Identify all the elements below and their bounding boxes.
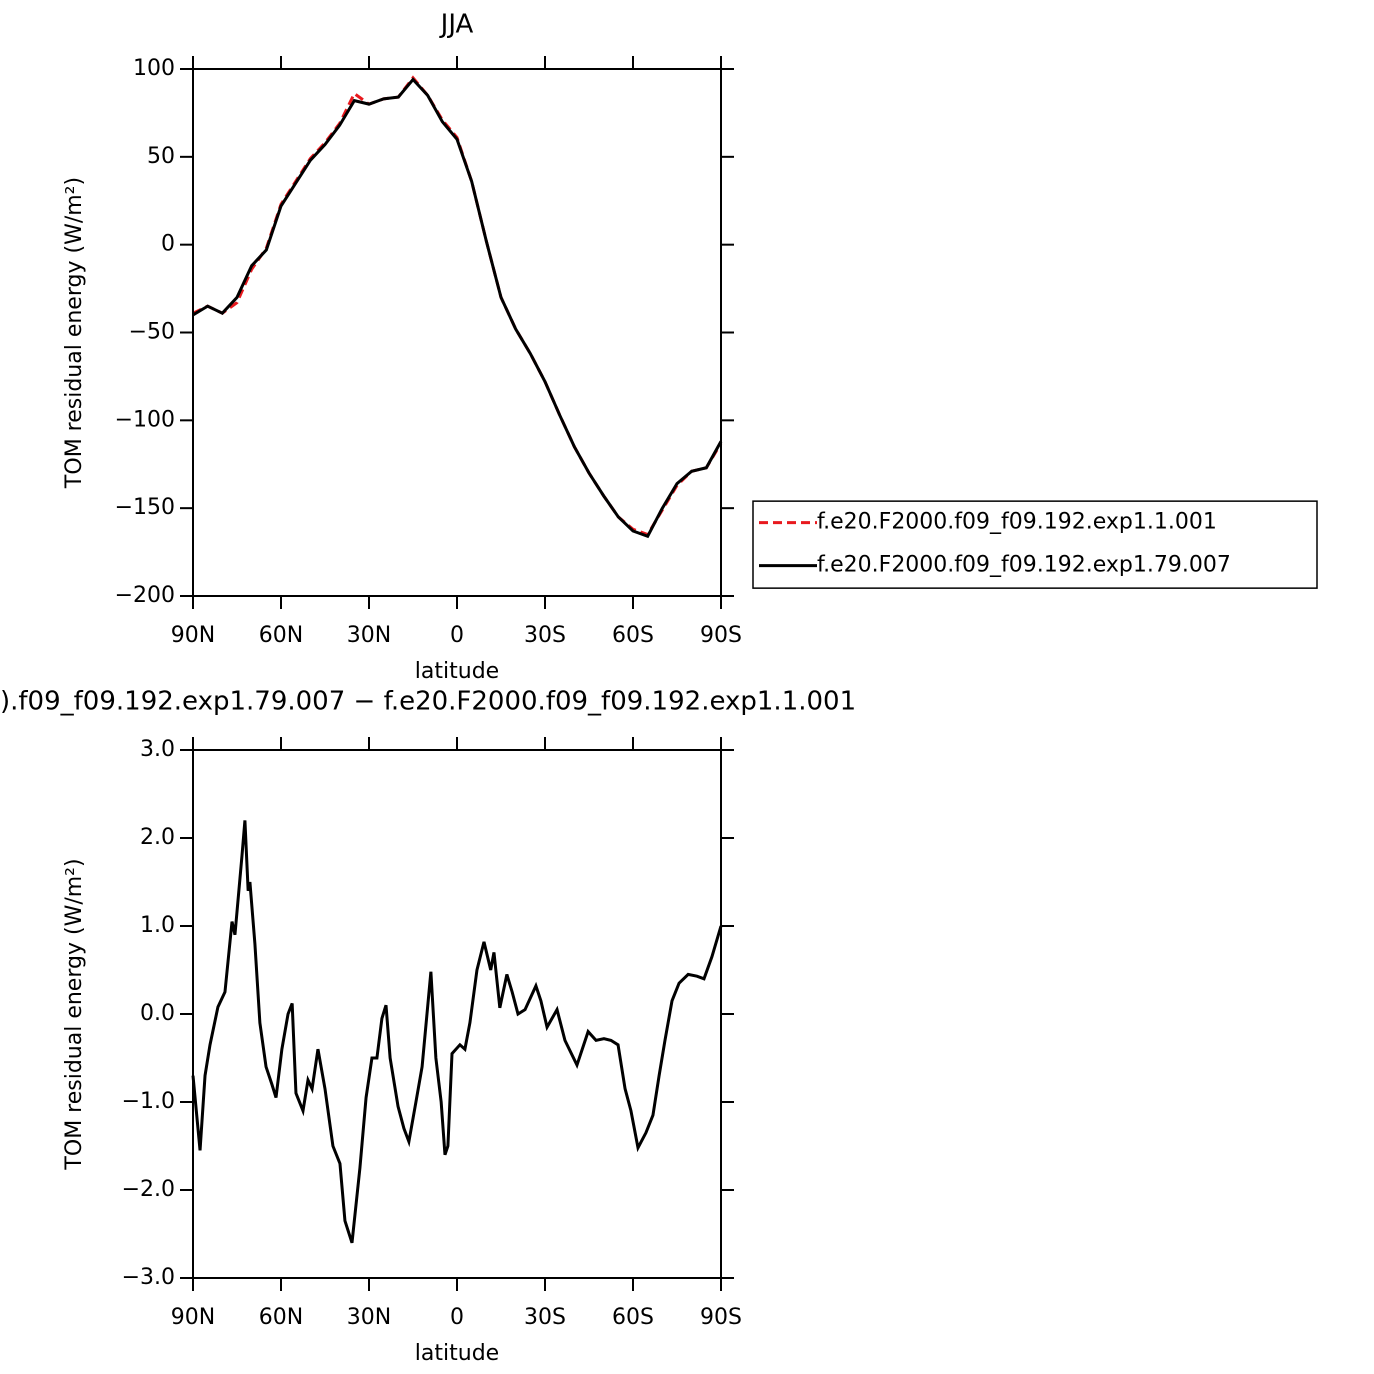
legend-label: f.e20.F2000.f09_f09.192.exp1.1.001 — [817, 510, 1217, 535]
plot-frame — [192, 68, 722, 597]
legend-label: f.e20.F2000.f09_f09.192.exp1.79.007 — [817, 553, 1231, 578]
x-axis-label: latitude — [415, 659, 499, 684]
x-tick-label: 90N — [171, 1305, 215, 1330]
y-axis-label: TOM residual energy (W/m²) — [62, 858, 87, 1170]
y-tick-label: −200 — [115, 583, 175, 608]
y-tick-label: 0.0 — [140, 1001, 175, 1026]
x-tick-label: 60N — [259, 623, 303, 648]
y-tick-label: −3.0 — [122, 1265, 175, 1290]
plot-frame — [192, 749, 722, 1279]
series-line — [192, 75, 723, 537]
y-axis-label: TOM residual energy (W/m²) — [62, 177, 87, 489]
x-tick-label: 30N — [347, 623, 391, 648]
y-tick-label: −100 — [115, 407, 175, 432]
x-tick-label: 30S — [524, 1305, 566, 1330]
y-tick-label: 1.0 — [140, 913, 175, 938]
legend-box — [752, 500, 1318, 589]
series-line — [191, 820, 723, 1244]
x-tick-label: 60S — [612, 1305, 654, 1330]
x-tick-label: 30S — [524, 623, 566, 648]
x-tick-label: 90S — [700, 623, 742, 648]
y-tick-label: −150 — [115, 495, 175, 520]
x-tick-label: 60N — [259, 1305, 303, 1330]
y-tick-label: 50 — [147, 144, 175, 169]
y-tick-label: −1.0 — [122, 1089, 175, 1114]
x-axis-label: latitude — [415, 1341, 499, 1366]
series-line — [192, 77, 723, 539]
x-tick-label: 30N — [347, 1305, 391, 1330]
y-tick-label: 2.0 — [140, 825, 175, 850]
y-tick-label: 0 — [161, 232, 175, 257]
x-tick-label: 0 — [450, 623, 464, 648]
x-tick-label: 60S — [612, 623, 654, 648]
x-tick-label: 0 — [450, 1305, 464, 1330]
x-tick-label: 90N — [171, 623, 215, 648]
y-tick-label: 100 — [133, 56, 175, 81]
y-tick-label: 3.0 — [140, 737, 175, 762]
chart-title: JJA — [439, 10, 474, 40]
y-tick-label: −2.0 — [122, 1177, 175, 1202]
y-tick-label: −50 — [129, 320, 175, 345]
x-tick-label: 90S — [700, 1305, 742, 1330]
chart-title: ).f09_f09.192.exp1.79.007 − f.e20.F2000.… — [0, 687, 856, 717]
